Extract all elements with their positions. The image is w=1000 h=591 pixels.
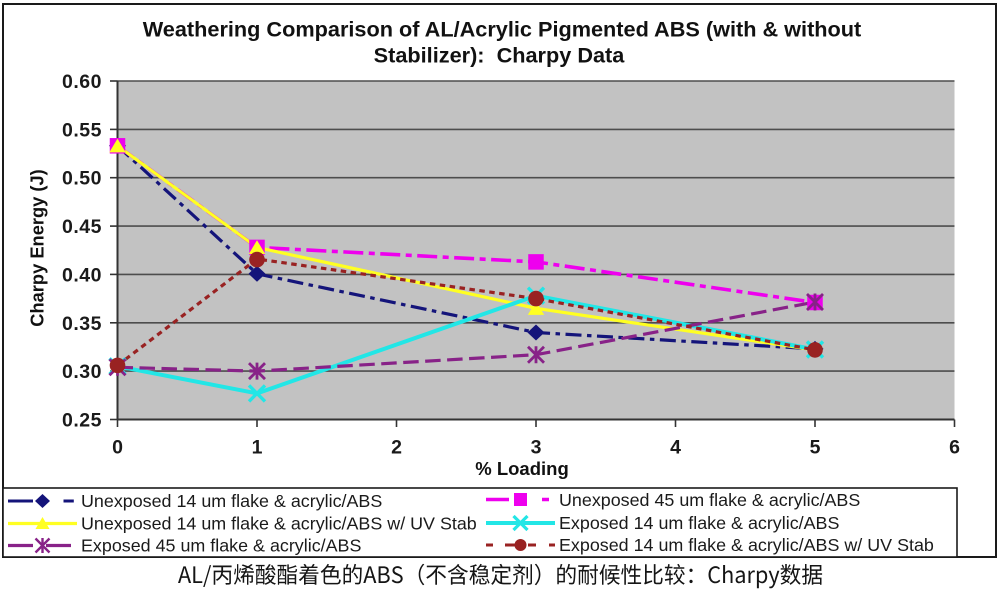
svg-text:Unexposed 45 um flake & acryli: Unexposed 45 um flake & acrylic/ABS <box>559 490 860 510</box>
svg-text:0: 0 <box>112 437 123 459</box>
svg-text:Charpy Energy (J): Charpy Energy (J) <box>27 169 48 326</box>
svg-text:Exposed 14 um flake & acrylic/: Exposed 14 um flake & acrylic/ABS <box>559 513 839 533</box>
svg-text:Exposed 45 um flake & acrylic/: Exposed 45 um flake & acrylic/ABS <box>81 536 361 556</box>
svg-text:Exposed 14 um flake & acrylic/: Exposed 14 um flake & acrylic/ABS w/ UV … <box>559 535 934 555</box>
svg-text:2: 2 <box>391 437 402 459</box>
svg-text:0.50: 0.50 <box>62 168 102 190</box>
svg-text:Stabilizer): Charpy Data: Stabilizer): Charpy Data <box>374 43 626 68</box>
svg-text:5: 5 <box>810 437 821 459</box>
svg-text:Unexposed 14 um flake & acryli: Unexposed 14 um flake & acrylic/ABS <box>81 491 382 511</box>
svg-text:0.55: 0.55 <box>62 119 102 141</box>
svg-text:4: 4 <box>670 437 681 459</box>
svg-text:0.60: 0.60 <box>62 71 102 93</box>
svg-text:3: 3 <box>531 437 542 459</box>
svg-text:0.35: 0.35 <box>62 313 102 335</box>
svg-text:% Loading: % Loading <box>475 458 569 479</box>
svg-text:0.45: 0.45 <box>62 216 102 238</box>
svg-text:0.25: 0.25 <box>62 410 102 432</box>
svg-text:0.30: 0.30 <box>62 361 102 383</box>
svg-text:Unexposed 14 um flake & acryli: Unexposed 14 um flake & acrylic/ABS w/ U… <box>81 514 477 534</box>
svg-text:Weathering Comparison of AL/Ac: Weathering Comparison of AL/Acrylic Pigm… <box>143 17 862 42</box>
svg-text:6: 6 <box>949 437 960 459</box>
svg-text:0.40: 0.40 <box>62 264 102 286</box>
svg-text:1: 1 <box>252 437 263 459</box>
